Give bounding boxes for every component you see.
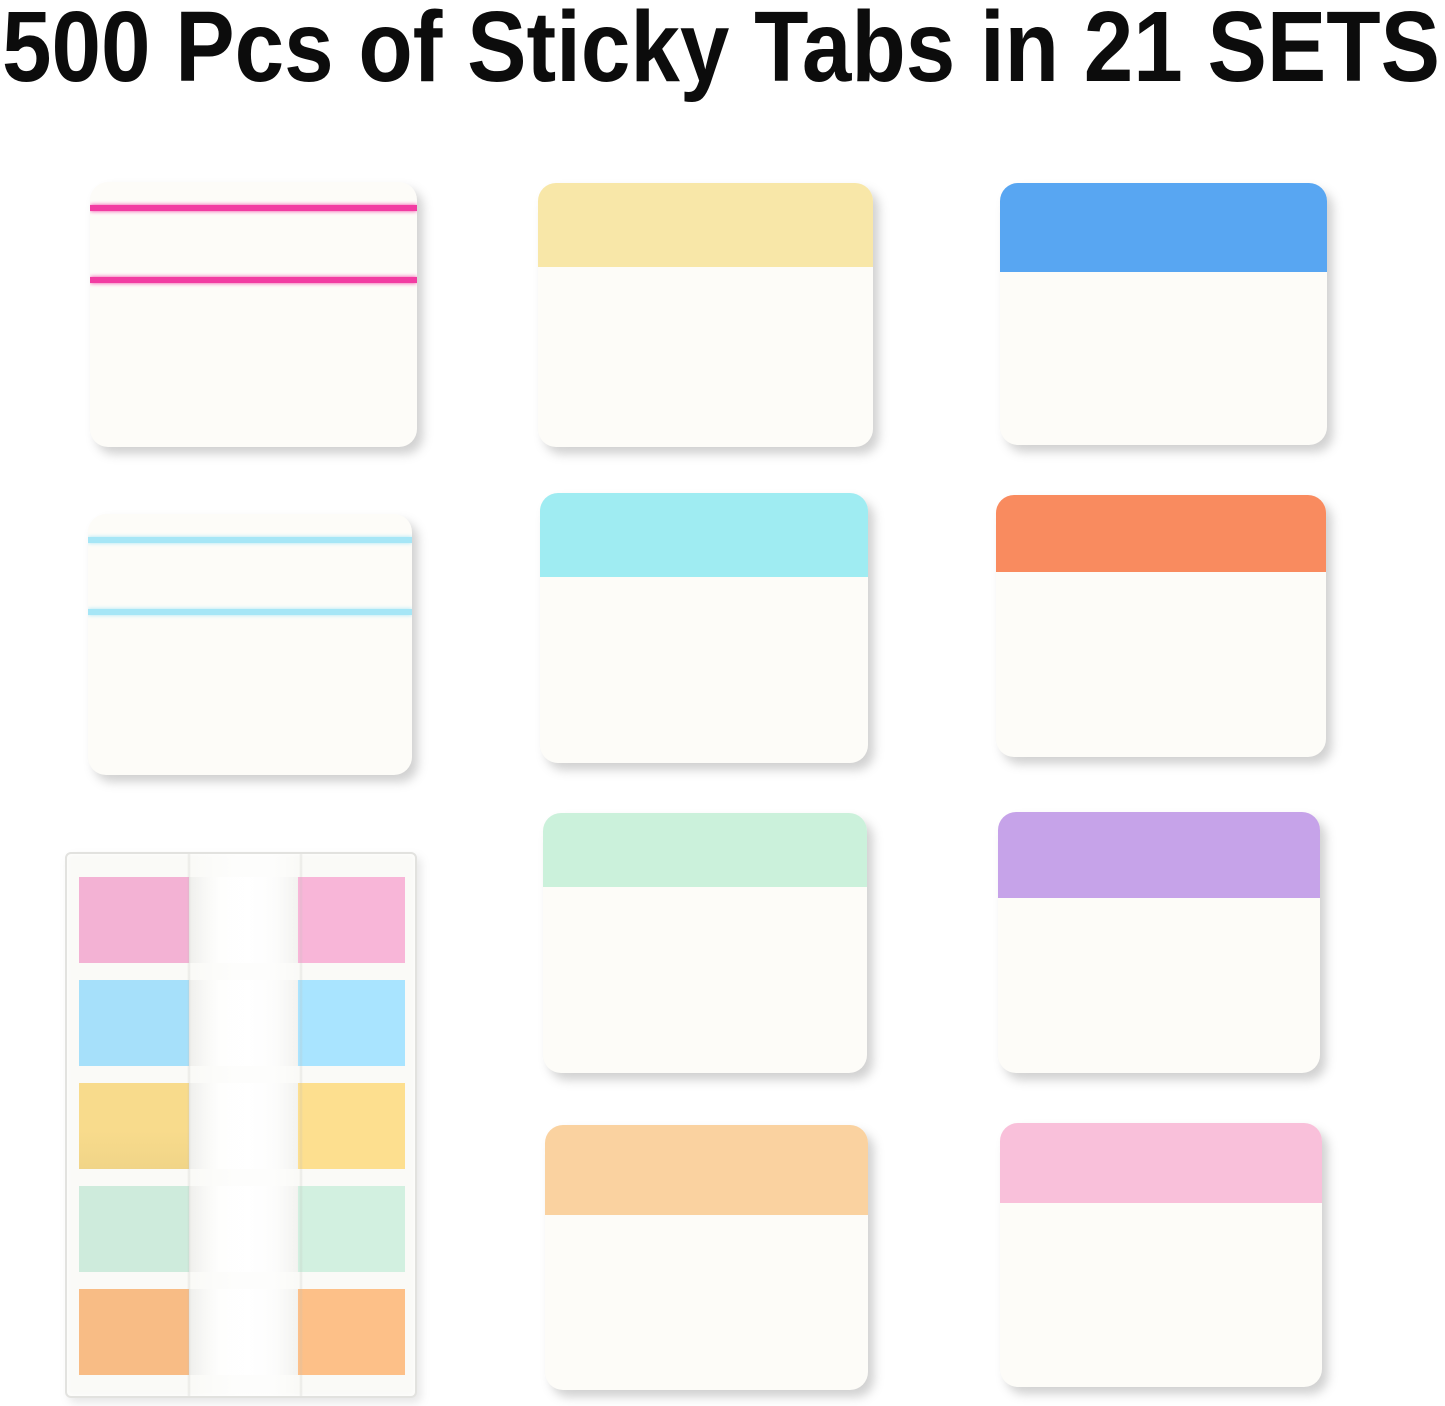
flag-color-block (298, 980, 405, 1066)
orange-color-band (996, 495, 1326, 572)
pink-rule-line-top (90, 205, 417, 211)
flag-color-block (79, 980, 189, 1066)
flag-row-blue (79, 980, 405, 1066)
sticky-tab-ruled-pink (90, 182, 417, 447)
sticky-tab-orange (996, 495, 1326, 757)
product-title: 500 Pcs of Sticky Tabs in 21 SETS (2, 0, 1440, 103)
flag-color-block (298, 1289, 405, 1375)
flag-row-pink (79, 877, 405, 963)
flag-row-yellow (79, 1083, 405, 1169)
cyan-color-band (540, 493, 868, 577)
pink-color-band (1000, 1123, 1322, 1203)
flag-clear-strip (189, 1083, 298, 1169)
sticky-tab-peach (545, 1125, 868, 1390)
flag-clear-strip (189, 877, 298, 963)
flag-row-orange (79, 1289, 405, 1375)
mint-color-band (543, 813, 867, 887)
peach-color-band (545, 1125, 868, 1215)
pink-rule-line-bottom (90, 277, 417, 283)
flag-clear-strip (189, 980, 298, 1066)
flag-clear-strip (189, 1186, 298, 1272)
flag-clear-strip (189, 1289, 298, 1375)
flag-color-block (298, 1083, 405, 1169)
yellow-color-band (538, 183, 873, 267)
blue-rule-line-top (88, 537, 412, 543)
flag-dispenser-package (65, 852, 417, 1398)
product-title-svg: 500 Pcs of Sticky Tabs in 21 SETS (2, 0, 1440, 103)
flag-color-block (79, 1289, 189, 1375)
flag-row-mint (79, 1186, 405, 1272)
blue-color-band (1000, 183, 1327, 272)
sticky-tab-yellow (538, 183, 873, 447)
flag-stack (79, 877, 405, 1375)
blue-rule-line-bottom (88, 609, 412, 615)
flag-color-block (298, 1186, 405, 1272)
flag-color-block (79, 1186, 189, 1272)
sticky-tab-pink (1000, 1123, 1322, 1387)
flag-color-block (79, 877, 189, 963)
purple-color-band (998, 812, 1320, 898)
sticky-tab-purple (998, 812, 1320, 1073)
sticky-tab-mint (543, 813, 867, 1073)
sticky-tab-blue (1000, 183, 1327, 445)
sticky-tab-ruled-blue (88, 514, 412, 775)
sticky-tab-cyan (540, 493, 868, 763)
flag-color-block (79, 1083, 189, 1169)
flag-color-block (298, 877, 405, 963)
